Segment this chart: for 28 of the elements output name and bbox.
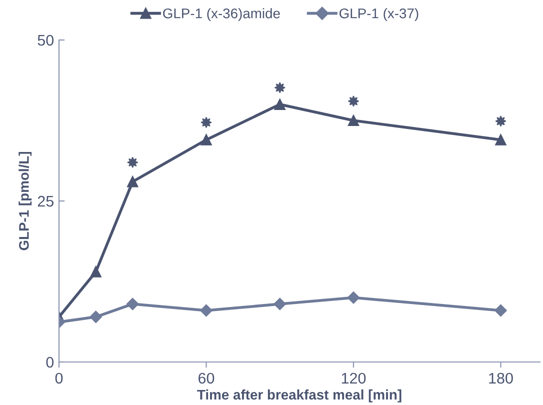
- x-tick-label: 0: [55, 372, 63, 384]
- point: [90, 310, 102, 324]
- point: [495, 116, 506, 126]
- point: [200, 117, 212, 128]
- point: [347, 292, 360, 304]
- y-tick-label: 50: [38, 34, 54, 46]
- point: [274, 298, 286, 310]
- point: [90, 266, 102, 278]
- legend-label: GLP-1 (x-36)amide: [163, 8, 280, 22]
- point: [127, 157, 138, 168]
- legend-label: GLP-1 (x-37): [340, 8, 418, 22]
- point: [127, 176, 138, 188]
- x-axis-title: Time after breakfast meal [min]: [197, 389, 402, 402]
- point: [348, 96, 359, 107]
- x-tick-label: 120: [342, 372, 366, 384]
- x-tick-label: 180: [489, 372, 513, 384]
- y-axis-title: GLP-1 [pmol/L]: [18, 152, 32, 250]
- point: [274, 82, 286, 94]
- y-tick-label: 0: [46, 356, 54, 368]
- point: [494, 304, 507, 317]
- point: [348, 114, 360, 126]
- point: [200, 304, 212, 317]
- point: [495, 134, 506, 146]
- point: [200, 134, 212, 146]
- point: [274, 98, 286, 110]
- x-tick-label: 60: [198, 372, 214, 384]
- y-tick-label: 25: [38, 196, 54, 207]
- point: [126, 298, 139, 310]
